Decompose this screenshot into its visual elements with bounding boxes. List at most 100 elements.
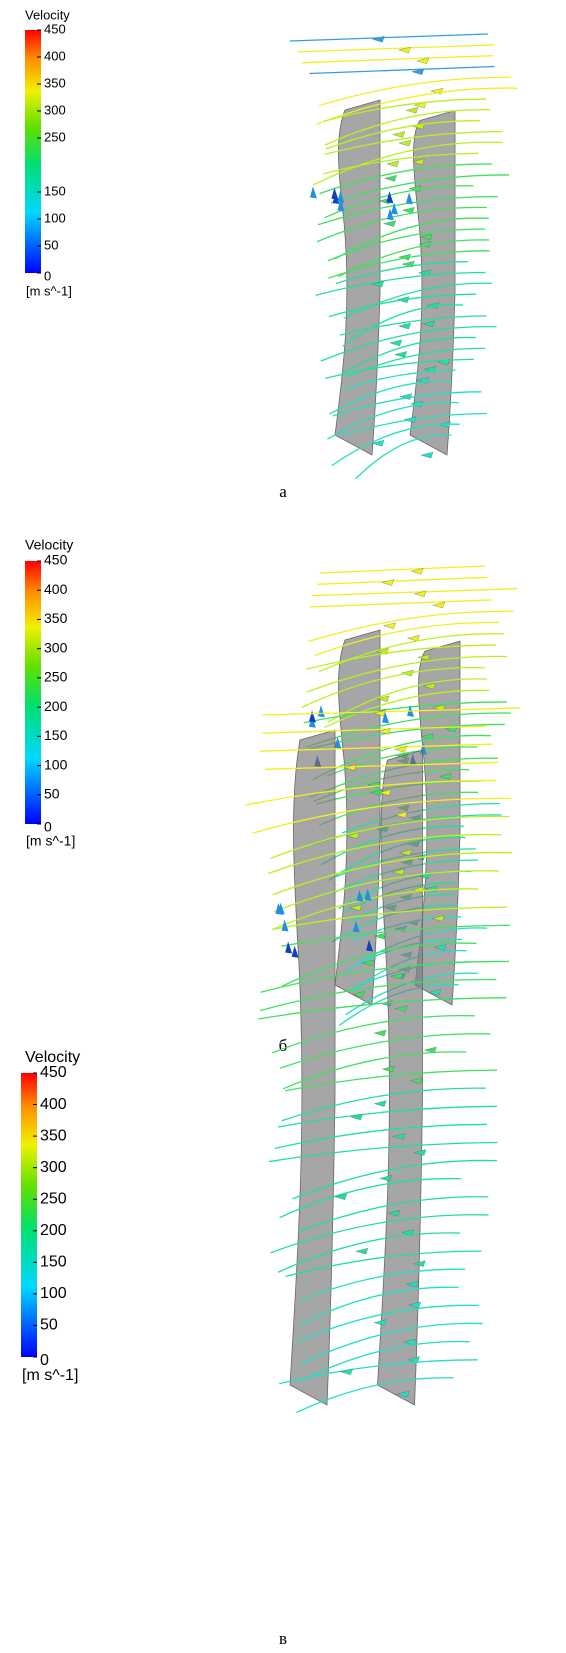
- arrowhead: [285, 941, 293, 954]
- arrowhead: [413, 590, 427, 598]
- arrowhead: [431, 915, 445, 922]
- arrowhead: [399, 849, 412, 856]
- streamline: [323, 98, 487, 122]
- streamline: [271, 1014, 475, 1054]
- streamline: [262, 707, 520, 716]
- tick-label: 300: [44, 639, 68, 655]
- streamline: [308, 610, 514, 643]
- arrowhead: [394, 1005, 408, 1012]
- arrowhead: [420, 451, 434, 459]
- arrowhead: [351, 991, 365, 998]
- colorbar: [21, 1073, 37, 1357]
- streamline: [341, 412, 487, 436]
- streamline: [327, 228, 486, 262]
- arrowhead: [423, 1046, 437, 1054]
- arrowhead: [383, 175, 397, 182]
- streamline: [277, 1232, 461, 1273]
- tick-label: 250: [44, 669, 68, 685]
- streamline: [341, 369, 456, 391]
- arrowhead: [350, 1113, 363, 1121]
- streamline: [315, 271, 486, 296]
- arrowhead: [428, 989, 441, 996]
- streamline: [281, 924, 511, 947]
- arrowhead: [343, 764, 357, 771]
- streamline: [341, 336, 476, 375]
- arrowhead: [405, 107, 419, 114]
- arrowhead: [334, 1193, 348, 1200]
- arrowhead: [382, 711, 390, 724]
- arrowhead: [364, 888, 372, 901]
- arrowhead: [417, 654, 431, 661]
- arrowhead: [432, 601, 445, 609]
- flow-view: [289, 33, 518, 480]
- streamline: [318, 633, 505, 673]
- streamline: [327, 678, 488, 723]
- arrowhead: [291, 945, 299, 958]
- arrowhead: [413, 1149, 427, 1156]
- arrowhead: [337, 190, 345, 203]
- arrowhead: [394, 811, 408, 818]
- streamline: [259, 978, 497, 1012]
- arrowhead: [394, 746, 407, 753]
- arrowhead: [371, 440, 385, 447]
- streamline: [295, 1377, 454, 1414]
- arrowhead: [408, 1301, 421, 1309]
- arrowhead: [334, 736, 342, 749]
- arrowhead: [381, 1065, 395, 1073]
- colorbar: [25, 561, 41, 824]
- streamline: [343, 282, 493, 319]
- streamline: [319, 163, 493, 195]
- tick-label: 450: [44, 552, 68, 568]
- streamline: [297, 44, 495, 53]
- streamline: [328, 293, 477, 318]
- legend-title: Velocity: [25, 1049, 80, 1066]
- arrowhead: [317, 705, 325, 718]
- tick-label: 200: [44, 698, 68, 714]
- tick-label: 150: [44, 183, 66, 198]
- streamline: [309, 65, 495, 75]
- streamline: [309, 599, 492, 608]
- streamline: [259, 743, 492, 752]
- streamline: [301, 55, 493, 64]
- streamline: [325, 120, 481, 150]
- blade: [377, 749, 423, 1406]
- streamline: [326, 746, 478, 777]
- arrowhead: [355, 1247, 369, 1255]
- streamline: [329, 380, 453, 415]
- arrowhead: [387, 1210, 401, 1217]
- streamline: [279, 1177, 462, 1219]
- arrowhead: [356, 889, 364, 902]
- streamline: [301, 1340, 470, 1382]
- arrowhead: [411, 158, 425, 165]
- tick-label: 100: [44, 210, 66, 225]
- streamline: [332, 391, 482, 417]
- streamline: [320, 325, 497, 362]
- arrowhead: [366, 939, 374, 952]
- streamline: [335, 261, 468, 285]
- tick-label: 100: [40, 1285, 67, 1302]
- streamline: [328, 250, 490, 279]
- arrowhead: [420, 733, 434, 740]
- tick-label: 150: [40, 1254, 67, 1271]
- tick-label: 0: [40, 1352, 49, 1369]
- streamline: [337, 239, 490, 278]
- streamline: [295, 1304, 479, 1343]
- arrowhead: [373, 1029, 387, 1037]
- streamline: [273, 906, 508, 930]
- streamline: [279, 1033, 491, 1069]
- tick-label: 250: [44, 129, 66, 144]
- tick-label: 350: [44, 75, 66, 90]
- streamline: [260, 960, 510, 993]
- streamline: [324, 358, 474, 379]
- tick-label: 200: [40, 1222, 67, 1239]
- arrowhead: [389, 339, 402, 347]
- tick-label: 0: [44, 268, 51, 283]
- legend-title: Velocity: [25, 7, 70, 22]
- arrowhead: [386, 191, 394, 204]
- blade: [289, 729, 336, 1406]
- tick-label: 400: [40, 1096, 67, 1113]
- streamline: [258, 997, 507, 1020]
